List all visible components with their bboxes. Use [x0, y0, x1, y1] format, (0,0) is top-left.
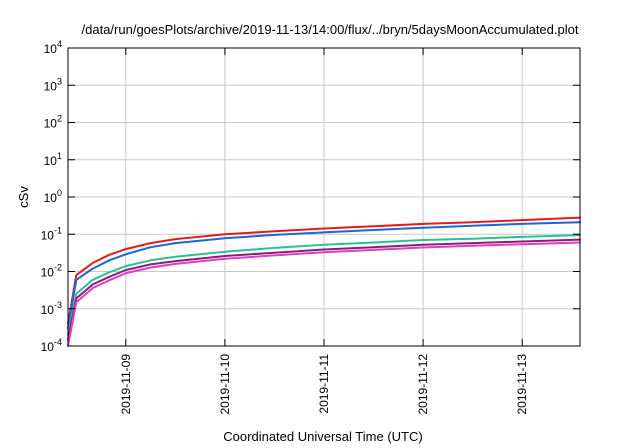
x-axis-label: Coordinated Universal Time (UTC): [223, 429, 422, 444]
y-tick-exponent: 0: [57, 188, 62, 198]
x-axis-ticks: 2019-11-09 2019-11-10 2019-11-11 2019-11-12…: [119, 48, 529, 415]
y-tick-label: 102: [44, 114, 62, 131]
y-tick-exponent: 1: [57, 151, 62, 161]
y-tick-label: 101: [44, 151, 62, 168]
y-tick-label: 103: [44, 76, 62, 93]
series-line-4: [67, 238, 581, 341]
y-tick-exponent: -3: [54, 300, 62, 310]
y-tick-label: 10-3: [41, 300, 62, 317]
y-tick-base: 10: [44, 42, 58, 56]
grid: [68, 48, 580, 346]
chart-title: /data/run/goesPlots/archive/2019-11-13/1…: [82, 22, 579, 37]
x-tick-label: 2019-11-09: [119, 354, 133, 415]
x-tick-label: 2019-11-11: [317, 354, 331, 414]
series-line-5: [67, 241, 581, 347]
y-tick-exponent: 3: [57, 76, 62, 86]
series-line-3: [67, 234, 581, 336]
x-tick-label: 2019-11-10: [218, 354, 232, 415]
y-tick-label: 100: [44, 188, 62, 205]
y-tick-label: 10-4: [41, 337, 62, 354]
x-tick-label: 2019-11-13: [515, 354, 529, 415]
y-tick-base: 10: [41, 303, 55, 317]
series-line-1: [67, 216, 581, 325]
y-tick-base: 10: [44, 79, 58, 93]
y-tick-exponent: 2: [57, 114, 62, 124]
y-tick-base: 10: [41, 228, 55, 242]
y-tick-exponent: -4: [54, 337, 62, 347]
y-tick-exponent: -1: [54, 225, 62, 235]
y-axis-label: cSv: [16, 186, 31, 208]
y-tick-base: 10: [44, 191, 58, 205]
y-tick-base: 10: [44, 154, 58, 168]
y-tick-label: 10-1: [41, 225, 62, 242]
series-layer: [67, 216, 581, 347]
y-tick-label: 104: [44, 39, 62, 56]
y-tick-base: 10: [44, 117, 58, 131]
y-tick-exponent: -2: [54, 263, 62, 273]
y-tick-base: 10: [41, 266, 55, 280]
y-tick-base: 10: [41, 340, 55, 354]
x-tick-label: 2019-11-12: [416, 354, 430, 415]
series-line-2: [67, 221, 581, 330]
y-tick-exponent: 4: [57, 39, 62, 49]
y-tick-label: 10-2: [41, 263, 62, 280]
